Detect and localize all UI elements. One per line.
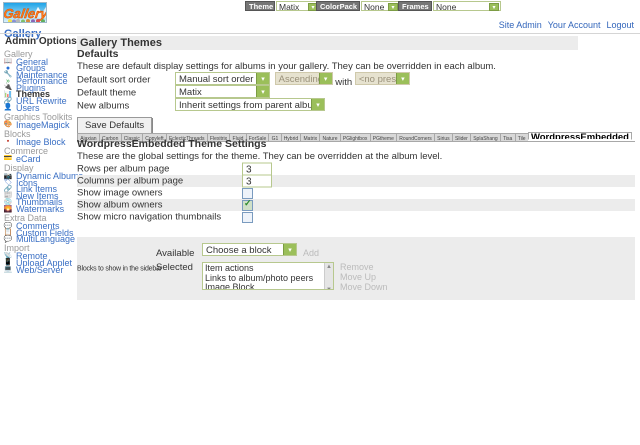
svg-text:Gallery: Gallery xyxy=(4,6,47,21)
